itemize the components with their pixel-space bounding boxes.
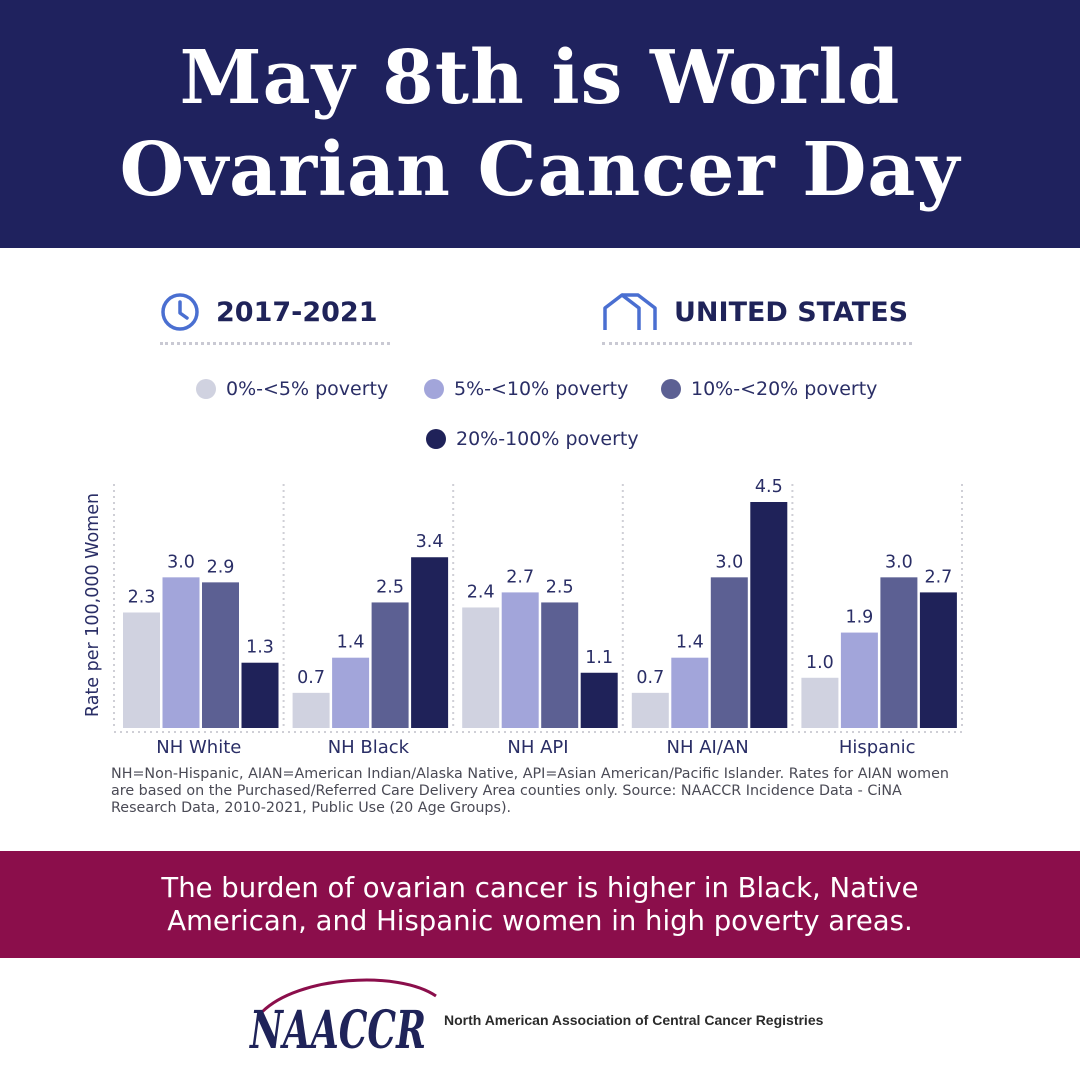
bar bbox=[750, 502, 788, 728]
legend-label: 5%-<10% poverty bbox=[454, 378, 629, 400]
x-tick-label: NH AI/AN bbox=[667, 737, 749, 758]
x-tick-label: NH API bbox=[507, 737, 568, 758]
y-axis-label: Rate per 100,000 Women bbox=[83, 493, 103, 717]
data-label: 3.0 bbox=[885, 552, 913, 572]
data-label: 0.7 bbox=[297, 668, 325, 688]
period-label: 2017-2021 bbox=[216, 296, 378, 328]
bar bbox=[202, 582, 239, 728]
bar bbox=[292, 692, 330, 728]
bar bbox=[710, 577, 748, 728]
legend-swatch bbox=[426, 429, 446, 449]
bar bbox=[371, 602, 409, 728]
legend-label: 10%-<20% poverty bbox=[691, 378, 878, 400]
bar bbox=[241, 662, 279, 728]
data-label: 2.9 bbox=[207, 557, 235, 577]
legend-item-0-5: 0%-<5% poverty bbox=[196, 378, 388, 400]
legend-label: 20%-100% poverty bbox=[456, 428, 639, 450]
bar bbox=[123, 612, 160, 728]
data-label: 2.3 bbox=[128, 587, 156, 607]
logo-text: NAACCR bbox=[249, 1000, 426, 1061]
legend-item-10-20: 10%-<20% poverty bbox=[661, 378, 877, 400]
bar bbox=[919, 592, 957, 728]
geography-label: UNITED STATES bbox=[674, 296, 909, 328]
x-tick-label: Hispanic bbox=[839, 737, 916, 758]
data-label: 2.4 bbox=[467, 582, 495, 602]
data-label: 1.4 bbox=[337, 633, 365, 653]
data-label: 1.9 bbox=[845, 608, 873, 628]
x-tick-label: NH Black bbox=[328, 737, 410, 758]
bar bbox=[411, 557, 449, 728]
bar bbox=[501, 592, 539, 728]
naaccr-logo: NAACCR bbox=[249, 978, 437, 1061]
data-label: 0.7 bbox=[636, 668, 664, 688]
bar bbox=[801, 677, 839, 728]
page-title-line-1: May 8th is World bbox=[179, 35, 901, 121]
data-label: 3.0 bbox=[167, 552, 195, 572]
bar bbox=[880, 577, 918, 728]
key-message-banner: The burden of ovarian cancer is higher i… bbox=[0, 851, 1080, 958]
bar bbox=[671, 657, 709, 728]
data-label: 1.1 bbox=[585, 648, 613, 668]
house-icon bbox=[603, 293, 657, 330]
bar bbox=[580, 672, 618, 728]
legend-swatch bbox=[661, 379, 681, 399]
data-label: 2.5 bbox=[376, 577, 404, 597]
data-label: 4.5 bbox=[755, 477, 783, 497]
legend-item-5-10: 5%-<10% poverty bbox=[424, 378, 628, 400]
legend-swatch bbox=[424, 379, 444, 399]
data-label: 1.3 bbox=[246, 638, 274, 658]
legend-item-20-100: 20%-100% poverty bbox=[426, 428, 639, 450]
data-label: 3.4 bbox=[416, 532, 444, 552]
data-label: 1.4 bbox=[676, 633, 704, 653]
legend-swatch bbox=[196, 379, 216, 399]
data-label: 2.7 bbox=[924, 567, 952, 587]
clock-icon bbox=[161, 293, 199, 331]
bar bbox=[541, 602, 579, 728]
bar bbox=[332, 657, 370, 728]
data-label: 3.0 bbox=[715, 552, 743, 572]
page-title-line-2: Ovarian Cancer Day bbox=[119, 127, 961, 213]
bar bbox=[840, 632, 878, 728]
organization-name: North American Association of Central Ca… bbox=[444, 1012, 824, 1028]
legend-label: 0%-<5% poverty bbox=[226, 378, 389, 400]
data-label: 2.5 bbox=[546, 577, 574, 597]
x-tick-label: NH White bbox=[156, 737, 241, 758]
header-banner: May 8th is World Ovarian Cancer Day bbox=[0, 0, 1080, 248]
data-label: 2.7 bbox=[506, 567, 534, 587]
period-indicator: 2017-2021 bbox=[160, 282, 390, 345]
bar bbox=[162, 577, 200, 728]
bar bbox=[631, 692, 669, 728]
key-message-line-2: American, and Hispanic women in high pov… bbox=[167, 904, 913, 937]
footnote: NH=Non-Hispanic, AIAN=American Indian/Al… bbox=[111, 766, 949, 816]
bar bbox=[462, 607, 500, 728]
data-label: 1.0 bbox=[806, 653, 834, 673]
key-message-line-1: The burden of ovarian cancer is higher i… bbox=[161, 871, 919, 904]
bar-chart: Rate per 100,000 Women 2.3 3.0 2.9 1.3 NH Whi… bbox=[83, 477, 963, 758]
geography-indicator: UNITED STATES bbox=[602, 282, 912, 345]
